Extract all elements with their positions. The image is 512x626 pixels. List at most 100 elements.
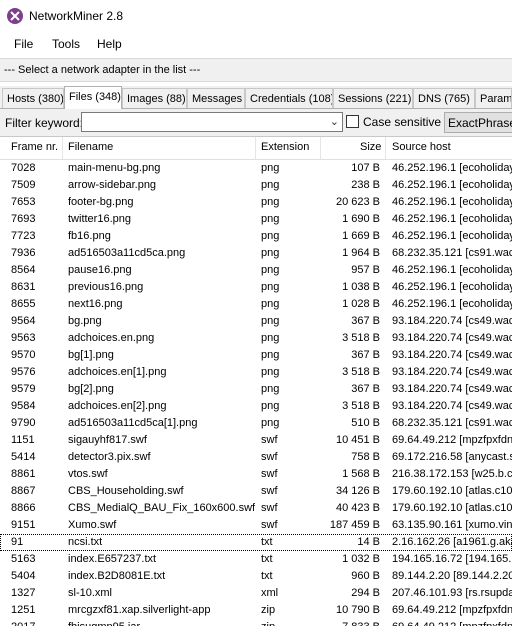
table-row[interactable]: 7509 arrow-sidebar.png png 238 B 46.252.196.… (0, 177, 512, 194)
table-row[interactable]: 91 ncsi.txt txt 14 B 2.16.162.26 [a1961.g.ak… (0, 534, 512, 551)
extension-cell: png (261, 383, 280, 395)
table-row[interactable]: 8866 CBS_MedialQ_BAU_Fix_160x600.swf swf 40… (0, 500, 512, 517)
source-host-cell: 46.252.196.1 [ecoholiday (392, 213, 512, 225)
tab-label: DNS (765) (418, 93, 470, 105)
case-sensitive-checkbox[interactable] (346, 115, 359, 128)
table-row[interactable]: 9570 bg[1].png png 367 B 93.184.220.74 [cs49… (0, 347, 512, 364)
files-table: Frame nr. Filename Extension Size Source… (0, 136, 512, 626)
source-host-cell: 207.46.101.93 [rs.rsupdat (392, 587, 512, 599)
menu-help[interactable]: Help (97, 37, 122, 51)
network-adapter-select[interactable]: --- Select a network adapter in the list… (0, 58, 512, 82)
table-row[interactable]: 9790 ad516503a11cd5ca[1].png png 510 B 68.23… (0, 415, 512, 432)
table-row[interactable]: 7936 ad516503a11cd5ca.png png 1 964 B 68.232… (0, 245, 512, 262)
extension-cell: swf (261, 485, 278, 497)
column-header-filename[interactable]: Filename (68, 141, 114, 153)
extension-cell: png (261, 298, 280, 310)
source-host-cell: 46.252.196.1 [ecoholiday (392, 162, 512, 174)
source-host-cell: 179.60.192.10 [atlas.c10n (392, 485, 512, 497)
menu-file[interactable]: File (14, 37, 34, 51)
match-mode-button[interactable]: ExactPhrase (444, 112, 512, 133)
table-row[interactable]: 5404 index.B2D8081E.txt txt 960 B 89.144.2.2… (0, 568, 512, 585)
size-cell: 3 518 B (342, 400, 380, 412)
extension-cell: png (261, 332, 280, 344)
extension-cell: swf (261, 468, 278, 480)
size-cell: 10 451 B (335, 434, 380, 446)
source-host-cell: 68.232.35.121 [cs91.wac (392, 247, 512, 259)
size-cell: 1 690 B (342, 213, 380, 225)
title-bar: NetworkMiner 2.8 (0, 0, 512, 32)
size-cell: 957 B (351, 264, 380, 276)
column-divider[interactable] (255, 137, 256, 159)
table-row[interactable]: 1251 mrcgzxf81.xap.silverlight-app zip 10 7… (0, 602, 512, 619)
size-cell: 10 790 B (335, 604, 380, 616)
frame-number-cell: 8564 (11, 264, 36, 276)
tab-label: Files (348) (69, 91, 121, 103)
networkminer-logo-icon (7, 8, 23, 24)
extension-cell: swf (261, 519, 278, 531)
tab-files[interactable]: Files (348) (64, 86, 122, 109)
table-row[interactable]: 7723 fb16.png png 1 669 B 46.252.196.1 [ecoh… (0, 228, 512, 245)
frame-number-cell: 5414 (11, 451, 36, 463)
table-row[interactable]: 8867 CBS_Householding.swf swf 34 126 B 179.6… (0, 483, 512, 500)
table-row[interactable]: 8861 vtos.swf swf 1 568 B 216.38.172.153 [w2… (0, 466, 512, 483)
menu-tools[interactable]: Tools (52, 37, 81, 51)
tab-images[interactable]: Images (88) (122, 88, 187, 108)
size-cell: 367 B (351, 383, 380, 395)
source-host-cell: 93.184.220.74 [cs49.wac (392, 366, 512, 378)
table-row[interactable]: 9564 bg.png png 367 B 93.184.220.74 [cs49.wa… (0, 313, 512, 330)
source-host-cell: 68.232.35.121 [cs91.wac (392, 417, 512, 429)
column-header-size[interactable]: Size (360, 141, 382, 153)
table-row[interactable]: 5163 index.E657237.txt txt 1 032 B 194.165.1… (0, 551, 512, 568)
extension-cell: txt (261, 553, 273, 565)
extension-cell: png (261, 417, 280, 429)
frame-number-cell: 1327 (11, 587, 36, 599)
tab-messages[interactable]: Messages (187, 88, 245, 108)
source-host-cell: 46.252.196.1 [ecoholiday (392, 230, 512, 242)
column-header-extension[interactable]: Extension (261, 141, 310, 153)
tab-label: Images (88) (127, 93, 186, 105)
extension-cell: txt (261, 536, 273, 548)
table-row[interactable]: 7653 footer-bg.png png 20 623 B 46.252.196.1… (0, 194, 512, 211)
filename-cell: footer-bg.png (68, 196, 134, 208)
extension-cell: swf (261, 451, 278, 463)
table-row[interactable]: 7028 main-menu-bg.png png 107 B 46.252.196.1… (0, 160, 512, 177)
column-header-source-host[interactable]: Source host (392, 141, 451, 153)
table-row[interactable]: 1151 sigauyhf817.swf swf 10 451 B 69.64.49.2… (0, 432, 512, 449)
table-row[interactable]: 9563 adchoices.en.png png 3 518 B 93.184.220… (0, 330, 512, 347)
table-row[interactable]: 9151 Xumo.swf swf 187 459 B 63.135.90.161 [x… (0, 517, 512, 534)
column-divider[interactable] (320, 137, 321, 159)
size-cell: 238 B (351, 179, 380, 191)
column-divider[interactable] (385, 137, 386, 159)
filter-keyword-combobox[interactable]: ⌄ (81, 112, 343, 132)
filename-cell: bg[2].png (68, 383, 114, 395)
filename-cell: adchoices.en[1].png (68, 366, 167, 378)
column-divider[interactable] (62, 137, 63, 159)
size-cell: 510 B (351, 417, 380, 429)
tab-sessions[interactable]: Sessions (221) (333, 88, 413, 108)
frame-number-cell: 1151 (11, 434, 35, 446)
filename-cell: fbjsugmp95.jar (68, 621, 256, 626)
size-cell: 40 423 B (335, 502, 380, 514)
table-row[interactable]: 2017 fbjsugmp95.jar zip7 833 B 69.64.49.212… (0, 619, 512, 626)
table-row[interactable]: 8655 next16.png png 1 028 B 46.252.196.1 [ec… (0, 296, 512, 313)
frame-number-cell: 1251 (11, 604, 36, 616)
table-row[interactable]: 8631 previous16.png png 1 038 B 46.252.196.1… (0, 279, 512, 296)
table-row[interactable]: 9576 adchoices.en[1].png png 3 518 B 93.184.… (0, 364, 512, 381)
tab-dns[interactable]: DNS (765) (413, 88, 475, 108)
table-row[interactable]: 1327 sl-10.xml xml 294 B 207.46.101.93 [rs.r… (0, 585, 512, 602)
table-row[interactable]: 7693 twitter16.png png 1 690 B 46.252.196.1 … (0, 211, 512, 228)
extension-cell: swf (261, 434, 278, 446)
tab-hosts[interactable]: Hosts (380) (2, 88, 64, 108)
extension-cell: png (261, 281, 280, 293)
tab-parameters[interactable]: Parame (475, 88, 512, 108)
table-row[interactable]: 9584 adchoices.en[2].png png 3 518 B 93.184.… (0, 398, 512, 415)
table-row[interactable]: 5414 detector3.pix.swf swf 758 B 69.172.216.… (0, 449, 512, 466)
table-row[interactable]: 8564 pause16.png png 957 B 46.252.196.1 [eco… (0, 262, 512, 279)
column-header-frame[interactable]: Frame nr. (11, 141, 59, 153)
table-row[interactable]: 9579 bg[2].png png 367 B 93.184.220.74 [cs49… (0, 381, 512, 398)
filename-cell: twitter16.png (68, 213, 131, 225)
chevron-down-icon[interactable]: ⌄ (329, 116, 339, 128)
filename-cell: Xumo.swf (68, 519, 117, 531)
extension-cell: png (261, 162, 280, 174)
tab-credentials[interactable]: Credentials (108) (245, 88, 333, 108)
